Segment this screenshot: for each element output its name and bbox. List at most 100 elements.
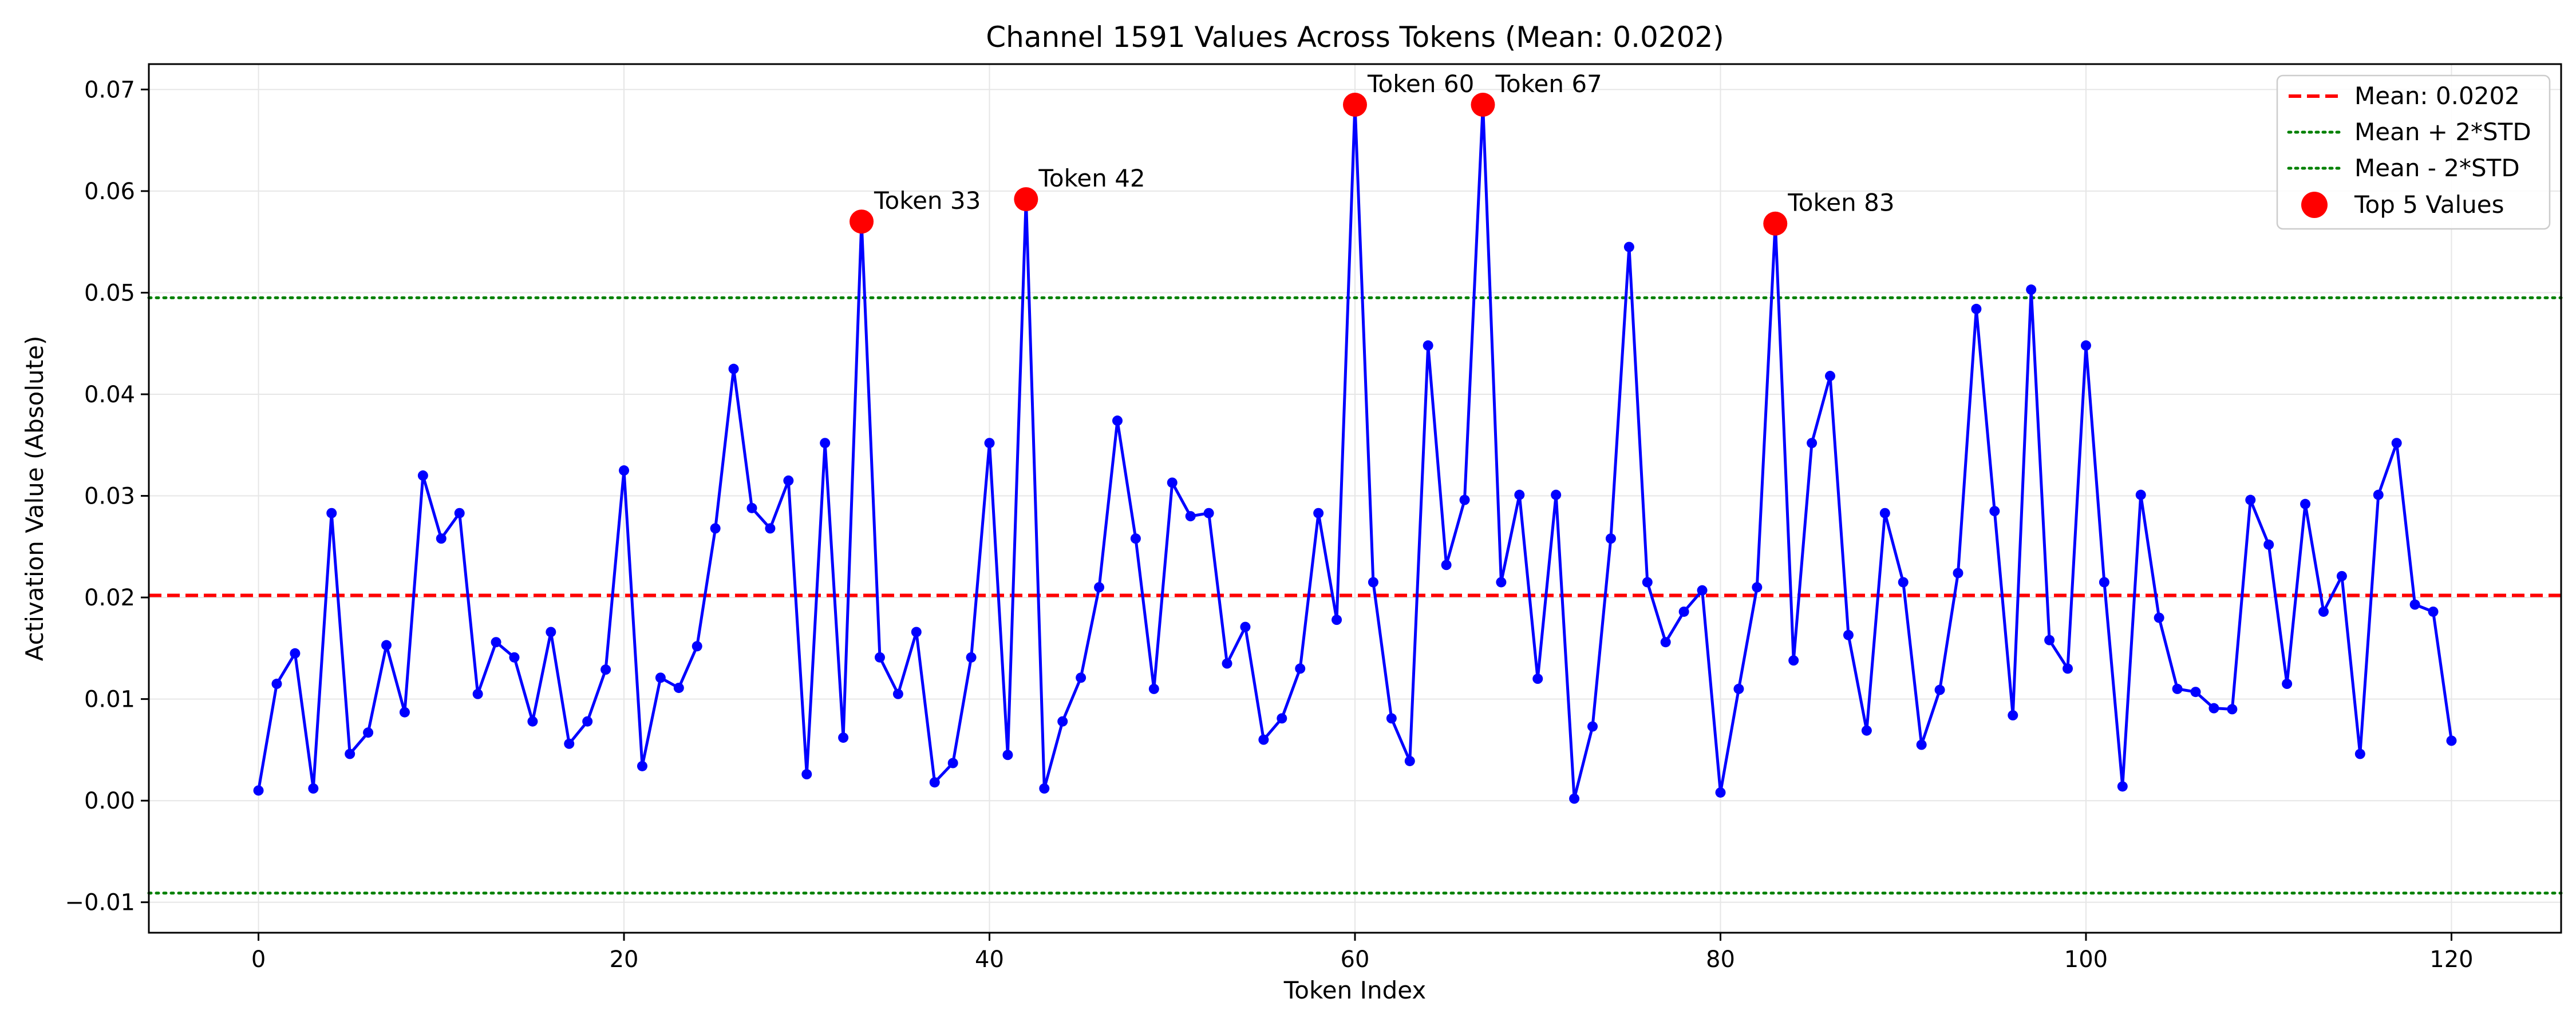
data-point: [1879, 508, 1890, 518]
legend-lower-label: Mean - 2*STD: [2354, 154, 2520, 182]
data-point: [1167, 477, 1178, 488]
data-point: [2026, 284, 2037, 295]
data-point: [1185, 511, 1196, 522]
data-point: [947, 758, 958, 768]
x-tick-label: 120: [2429, 946, 2473, 973]
data-point: [1733, 683, 1744, 694]
x-tick-label: 100: [2064, 946, 2108, 973]
data-point: [929, 777, 940, 788]
data-point: [546, 627, 556, 637]
data-point: [1240, 621, 1251, 632]
data-point: [2354, 748, 2365, 759]
data-point: [2117, 781, 2128, 792]
data-point: [2172, 683, 2183, 694]
chart-title: Channel 1591 Values Across Tokens (Mean:…: [986, 21, 1724, 54]
data-point: [509, 652, 520, 663]
legend-box: [2276, 74, 2551, 230]
data-point: [820, 438, 831, 449]
data-point: [2227, 704, 2238, 715]
top-value-marker: [1471, 93, 1495, 117]
y-tick-label: 0.03: [84, 484, 135, 510]
data-point: [966, 652, 977, 663]
reference-lines: [147, 296, 2563, 895]
data-point: [582, 716, 593, 727]
data-point: [637, 760, 647, 771]
x-tick-label: 60: [1341, 946, 1370, 973]
y-tick-label: 0.00: [84, 788, 135, 814]
data-point: [838, 732, 849, 743]
data-point: [2080, 340, 2091, 351]
data-point: [1039, 783, 1050, 794]
y-axis-label: Activation Value (Absolute): [21, 336, 49, 661]
x-axis-label: Token Index: [1283, 976, 1426, 1004]
y-tick-label: 0.01: [84, 687, 135, 713]
data-point: [345, 748, 355, 759]
data-point: [1057, 716, 1068, 727]
data-point: [1843, 629, 1854, 640]
data-point: [1660, 637, 1671, 648]
data-point: [1459, 494, 1470, 505]
y-tick-label: 0.04: [84, 382, 135, 408]
top-value-annotation: Token 60: [1367, 70, 1474, 98]
data-point: [1441, 560, 1452, 571]
data-point: [2409, 599, 2420, 610]
data-point: [1587, 721, 1598, 732]
data-point: [1496, 577, 1507, 588]
data-point: [911, 627, 922, 637]
data-point: [2063, 663, 2073, 674]
data-point: [253, 785, 264, 796]
data-point: [1277, 713, 1287, 724]
top-value-annotation: Token 67: [1495, 70, 1602, 98]
data-point: [1605, 533, 1616, 544]
data-point: [710, 523, 721, 534]
data-point: [1642, 577, 1653, 588]
y-tick-label: −0.01: [65, 890, 135, 916]
data-point: [1551, 489, 1562, 500]
data-point: [564, 738, 575, 749]
top-value-annotation: Token 42: [1038, 164, 1145, 192]
data-point: [472, 688, 483, 699]
data-point: [381, 640, 392, 651]
data-point: [783, 475, 794, 486]
legend-mean-label: Mean: 0.0202: [2354, 82, 2520, 110]
data-point: [1094, 582, 1105, 593]
data-point: [417, 470, 428, 481]
data-point: [1404, 755, 1415, 766]
data-point: [673, 683, 684, 694]
x-tick-label: 0: [251, 946, 266, 973]
data-point: [271, 679, 282, 690]
x-tick-label: 80: [1706, 946, 1735, 973]
data-point: [746, 502, 757, 513]
data-point: [2428, 606, 2439, 617]
data-point: [2263, 539, 2274, 550]
data-point: [1788, 655, 1799, 666]
y-tick-label: 0.05: [84, 280, 135, 306]
data-point: [2154, 612, 2164, 623]
data-point: [308, 783, 319, 794]
x-tick-label: 40: [975, 946, 1004, 973]
data-point: [801, 769, 812, 780]
data-point: [436, 533, 447, 544]
data-point: [2282, 679, 2293, 690]
data-point: [1386, 713, 1397, 724]
data-point: [984, 438, 995, 449]
data-point: [1332, 615, 1342, 625]
data-point: [326, 508, 337, 518]
data-point: [1222, 658, 1232, 669]
top-value-annotation: Token 33: [874, 187, 981, 215]
data-point: [728, 363, 739, 374]
top-value-marker: [1014, 187, 1038, 212]
y-tick-label: 0.06: [84, 179, 135, 205]
data-point: [1953, 568, 1963, 579]
data-point: [655, 672, 666, 683]
data-point: [1203, 508, 1214, 518]
data-point: [2135, 489, 2146, 500]
data-point: [1807, 438, 1818, 449]
data-point: [399, 707, 410, 718]
y-tick-label: 0.07: [84, 77, 135, 103]
top-value-annotation: Token 83: [1787, 189, 1894, 217]
data-point: [1715, 787, 1726, 798]
top-value-marker: [850, 209, 874, 234]
data-point: [1112, 415, 1123, 426]
